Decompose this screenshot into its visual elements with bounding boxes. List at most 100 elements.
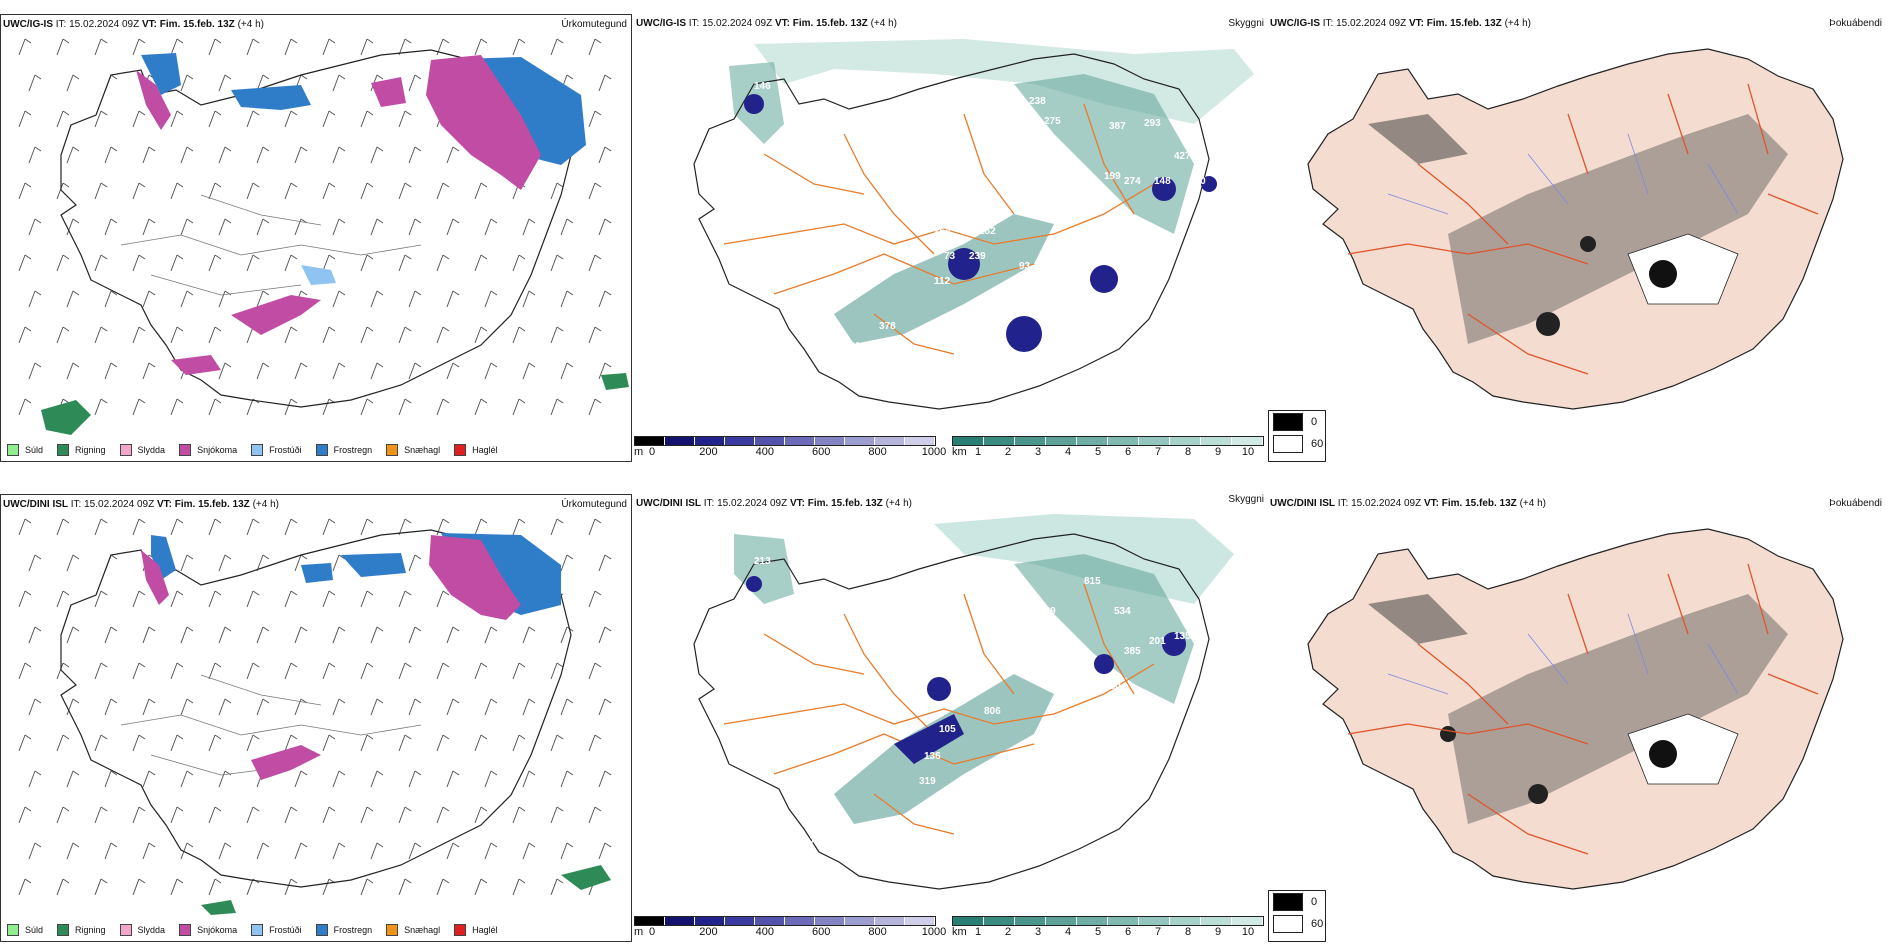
wind-barb-flag — [224, 146, 232, 152]
wind-barb-flag — [556, 878, 564, 884]
wind-barb-flag — [176, 662, 184, 668]
wind-barb-flag — [148, 626, 156, 632]
wind-barb-flag — [214, 38, 222, 44]
wind-barb-flag — [414, 842, 422, 848]
wind-barb-flag — [480, 182, 488, 188]
visibility-value-label: 148 — [1154, 176, 1171, 187]
legend-item: Haglél — [454, 444, 498, 456]
wind-barb-flag — [480, 398, 488, 404]
wind-barb-flag — [176, 110, 184, 116]
legend-swatch — [7, 444, 19, 456]
colorbar-unit: m — [634, 926, 644, 938]
wind-barb-flag — [224, 698, 232, 704]
wind-barb-flag — [490, 626, 498, 632]
wind-barb — [132, 398, 140, 416]
wind-barb — [446, 362, 454, 380]
wind-barb — [550, 398, 558, 416]
wind-barb — [512, 254, 520, 272]
wind-barb-flag — [604, 554, 612, 560]
wind-barb — [398, 182, 406, 200]
wind-barb-flag — [376, 146, 384, 152]
wind-barb — [332, 74, 340, 92]
wind-barb — [208, 518, 216, 536]
field-name: Skyggni — [1228, 494, 1264, 505]
wind-barb — [284, 878, 292, 896]
wind-barb — [446, 842, 454, 860]
wind-barb — [256, 146, 264, 164]
wind-barb-flag — [404, 806, 412, 812]
wind-barb-flag — [214, 662, 222, 668]
wind-barb — [208, 110, 216, 128]
panel-title: UWC/DINI ISL IT: 15.02.2024 09Z VT: Fim.… — [636, 498, 912, 509]
wind-barb — [256, 626, 264, 644]
legend-label: Frostregn — [333, 925, 373, 935]
wind-barb-flag — [566, 698, 574, 704]
wind-barb-flag — [100, 878, 108, 884]
colorbar-segment — [1201, 437, 1232, 445]
wind-barb-flag — [528, 218, 536, 224]
field-name: Úrkomutegund — [561, 499, 627, 510]
wind-barb — [598, 842, 606, 860]
wind-barb — [512, 806, 520, 824]
wind-barb — [370, 290, 378, 308]
wind-barb — [180, 218, 188, 236]
visibility-colorbar-km: km 1 2 3 4 5 6 7 8 9 10 — [952, 916, 1264, 942]
wind-barb-flag — [338, 362, 346, 368]
wind-barb-flag — [328, 734, 336, 740]
wind-barb — [104, 626, 112, 644]
wind-barb-flag — [414, 626, 422, 632]
wind-barb-flag — [62, 254, 70, 260]
wind-barb — [170, 326, 178, 344]
wind-barb-flag — [110, 362, 118, 368]
wind-barb — [170, 38, 178, 56]
wind-barb — [104, 842, 112, 860]
fog-legend-row: 60 — [1273, 913, 1325, 935]
wind-barb-flag — [186, 74, 194, 80]
wind-barb-flag — [566, 770, 574, 776]
wind-barb — [142, 842, 150, 860]
wind-barb — [446, 626, 454, 644]
visibility-value-label: 105 — [939, 724, 956, 735]
wind-barb-flag — [480, 518, 488, 524]
wind-barb — [332, 290, 340, 308]
wind-barb — [18, 398, 26, 416]
wind-barb-flag — [328, 38, 336, 44]
wind-barb-flag — [148, 218, 156, 224]
wind-barb — [132, 806, 140, 824]
wind-barb — [256, 290, 264, 308]
wind-barb-flag — [62, 182, 70, 188]
wind-barb — [180, 554, 188, 572]
wind-barb-flag — [290, 734, 298, 740]
wind-barb-flag — [376, 218, 384, 224]
wind-barb — [588, 182, 596, 200]
fog-legend: 0 60 — [1268, 890, 1326, 942]
wind-barb — [322, 806, 330, 824]
wind-barb-flag — [442, 662, 450, 668]
wind-barb-flag — [262, 626, 270, 632]
legend-swatch — [7, 924, 19, 936]
visibility-value-label: 181 — [834, 686, 851, 697]
wind-barb — [474, 734, 482, 752]
wind-barb — [218, 554, 226, 572]
visibility-value-label: 238 — [1029, 96, 1046, 107]
wind-barb — [322, 518, 330, 536]
colorbar-segment — [1170, 437, 1201, 445]
wind-barb-flag — [262, 362, 270, 368]
wind-barb-flag — [566, 554, 574, 560]
wind-barb — [284, 326, 292, 344]
wind-barb — [246, 182, 254, 200]
wind-barb-flag — [604, 146, 612, 152]
legend-item: Snjókoma — [179, 444, 237, 456]
colorbar-segment — [695, 437, 725, 445]
visibility-value-label: 102 — [809, 331, 826, 342]
legend-item: Frostregn — [315, 444, 372, 456]
wind-barb-flag — [138, 518, 146, 524]
wind-barb — [332, 218, 340, 236]
legend-swatch — [119, 444, 132, 456]
wind-barb-flag — [366, 38, 374, 44]
wind-barb-flag — [138, 878, 146, 884]
colorbar-segment — [1232, 437, 1263, 445]
wind-barb — [170, 806, 178, 824]
visibility-value-label: 107 — [909, 366, 926, 377]
colorbar-strip — [634, 436, 936, 446]
